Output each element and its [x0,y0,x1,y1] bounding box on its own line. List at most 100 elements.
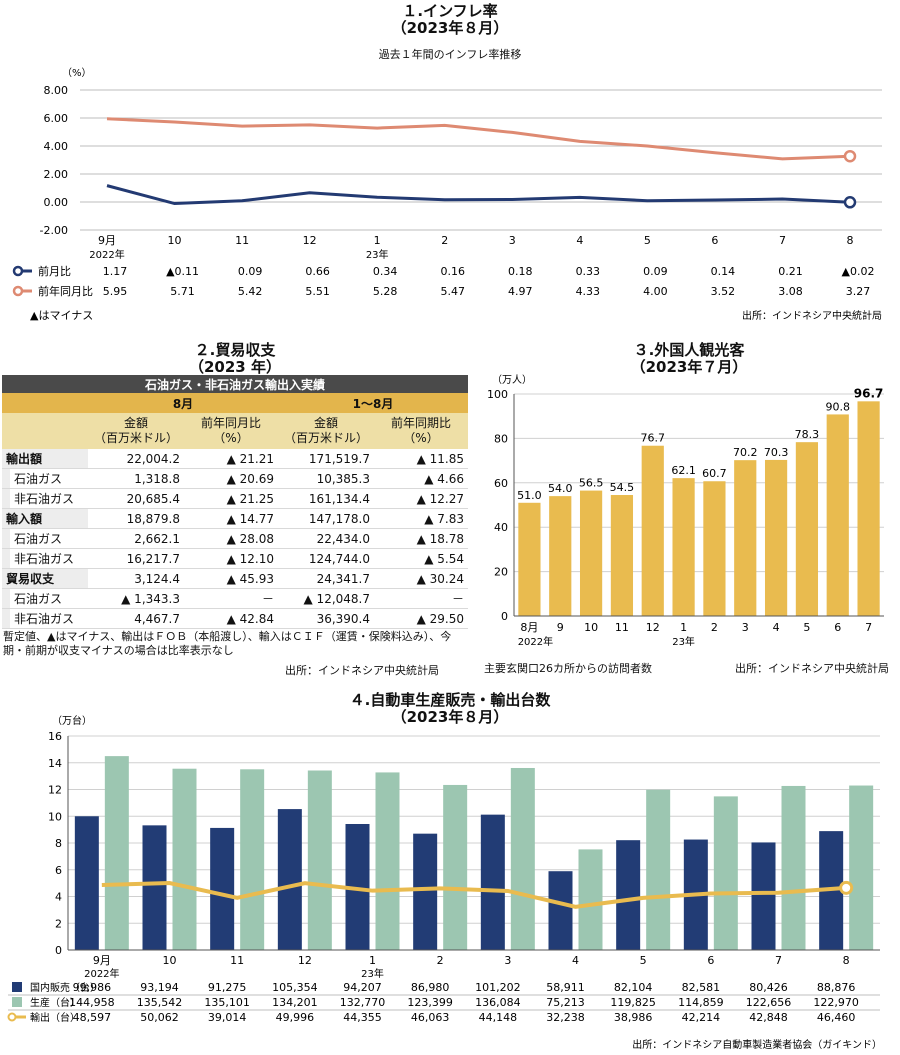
auto-legend-label: 輸出（台） [30,1011,80,1024]
auto-data-label: 135,101 [204,996,250,1009]
inflation-end-marker [843,196,857,209]
tourist-bar [764,459,788,616]
tourist-y-tick: 0 [501,610,508,623]
auto-y-tick: 6 [55,864,62,877]
auto-data-label: 101,202 [475,981,521,994]
inflation-data-label: 5.95 [103,285,128,298]
tourist-x-tick: 5 [803,621,810,634]
inflation-data-label: 4.97 [508,285,533,298]
trade-cell: ▲ 4.66 [374,468,468,489]
tourist-source: 出所：インドネシア中央統計局 [735,662,889,675]
trade-period-row: 8月 1～8月 [2,393,468,413]
trade-row: 非石油ガス 16,217.7 ▲ 12.10 124,744.0 ▲ 5.54 [2,548,468,569]
trade-cell: 3,124.4 [88,568,184,589]
trade-cell: 36,390.4 [278,608,374,629]
tourist-data-label: 90.8 [826,400,851,413]
auto-data-label: 134,201 [272,996,318,1009]
auto-production-bar [646,789,671,950]
inflation-x-tick: 3 [509,234,516,247]
auto-y-tick: 2 [55,917,62,930]
auto-data-label: 88,876 [817,981,856,994]
inflation-data-label: 0.14 [711,265,736,278]
trade-cell: ▲ 28.08 [184,528,278,549]
tourist-y-tick: 60 [494,477,508,490]
auto-title: ４.自動車生産販売・輸出台数 （2023年８月） [0,692,900,726]
trade-row: 非石油ガス 20,685.4 ▲ 21.25 161,134.4 ▲ 12.27 [2,488,468,509]
tourist-x-tick: 7 [865,621,872,634]
tourist-title-sub: （2023年７月） [630,358,748,376]
auto-y-tick: 16 [48,730,62,743]
tourist-data-label: 51.0 [517,489,542,502]
auto-x-tick: 4 [572,954,579,967]
inflation-legend-marker [12,265,24,277]
tourist-title-main: ３.外国人観光客 [633,341,745,359]
auto-production-bar [849,785,874,950]
inflation-data-label: 0.18 [508,265,533,278]
auto-x-tick: 1 [369,954,376,967]
auto-domestic-bar [548,871,573,950]
tourist-x-tick: 12 [646,621,660,634]
auto-domestic-bar [616,840,641,950]
trade-period-ytd: 1～8月 [278,393,468,413]
trade-cell: 124,744.0 [278,548,374,569]
auto-legend-label: 国内販売（台） [30,981,100,994]
auto-x-tick: 3 [504,954,511,967]
inflation-series-line [106,184,851,206]
trade-col-amount: 金額 （百万米ドル） [88,413,184,449]
trade-row-label: 輸出額 [2,449,88,469]
trade-row-label: 石油ガス [10,528,88,549]
inflation-data-label: 1.17 [103,265,128,278]
inflation-y-tick: 6.00 [44,112,69,125]
auto-legend-swatch [12,997,22,1007]
auto-data-label: 46,063 [411,1011,450,1024]
inflation-title-sub: （2023年８月） [391,19,509,37]
tourist-bar [579,490,603,616]
tourist-bar [734,460,757,616]
tourist-data-label: 60.7 [702,467,727,480]
inflation-legend-label: 前月比 [38,264,71,278]
trade-cell: － [184,588,278,609]
trade-cell: ▲ 45.93 [184,568,278,589]
tourist-title: ３.外国人観光客 （2023年７月） [480,342,898,376]
auto-data-label: 32,238 [546,1011,585,1024]
trade-row: 輸出額 22,004.2 ▲ 21.21 171,519.7 ▲ 11.85 [2,449,468,469]
trade-cell: 10,385.3 [278,468,374,489]
auto-data-label: 122,970 [813,996,859,1009]
trade-header-row: 石油ガス・非石油ガス輸出入実績 [2,375,468,393]
trade-row: 石油ガス 2,662.1 ▲ 28.08 22,434.0 ▲ 18.78 [2,528,468,549]
auto-x-tick: 5 [640,954,647,967]
trade-cell: ▲ 12.27 [374,488,468,509]
tourist-bar [795,442,819,616]
trade-row: 貿易収支 3,124.4 ▲ 45.93 24,341.7 ▲ 30.24 [2,568,468,589]
auto-data-label: 99,986 [73,981,112,994]
auto-domestic-bar [751,842,776,950]
inflation-legend-label: 前年同月比 [38,284,93,298]
auto-data-label: 38,986 [614,1011,653,1024]
auto-data-label: 58,911 [546,981,585,994]
auto-data-label: 44,355 [343,1011,382,1024]
inflation-y-tick: 2.00 [44,168,69,181]
trade-header: 石油ガス・非石油ガス輸出入実績 [2,375,468,393]
tourist-y-tick: 80 [494,432,508,445]
tourist-x-tick: 3 [742,621,749,634]
trade-cell: 171,519.7 [278,449,374,469]
inflation-data-label: 0.33 [576,265,601,278]
auto-data-label: 44,148 [479,1011,518,1024]
auto-production-bar [104,756,129,950]
trade-cell: ▲ 14.77 [184,508,278,529]
auto-production-bar [172,768,197,950]
tourist-data-label: 62.1 [671,464,696,477]
inflation-data-label: 0.66 [305,265,330,278]
inflation-x-tick: 6 [711,234,718,247]
auto-data-label: 80,426 [749,981,788,994]
trade-row: 石油ガス ▲ 1,343.3 － ▲ 12,048.7 － [2,588,468,609]
trade-row-label: 非石油ガス [10,548,88,569]
inflation-data-label: 5.28 [373,285,398,298]
inflation-data-label: 4.33 [576,285,601,298]
inflation-y-tick: 0.00 [44,196,69,209]
trade-cell: 1,318.8 [88,468,184,489]
auto-production-bar [578,849,603,950]
inflation-data-label: 0.16 [440,265,465,278]
tourist-x-tick: 6 [834,621,841,634]
inflation-y-unit: （%） [62,67,92,79]
